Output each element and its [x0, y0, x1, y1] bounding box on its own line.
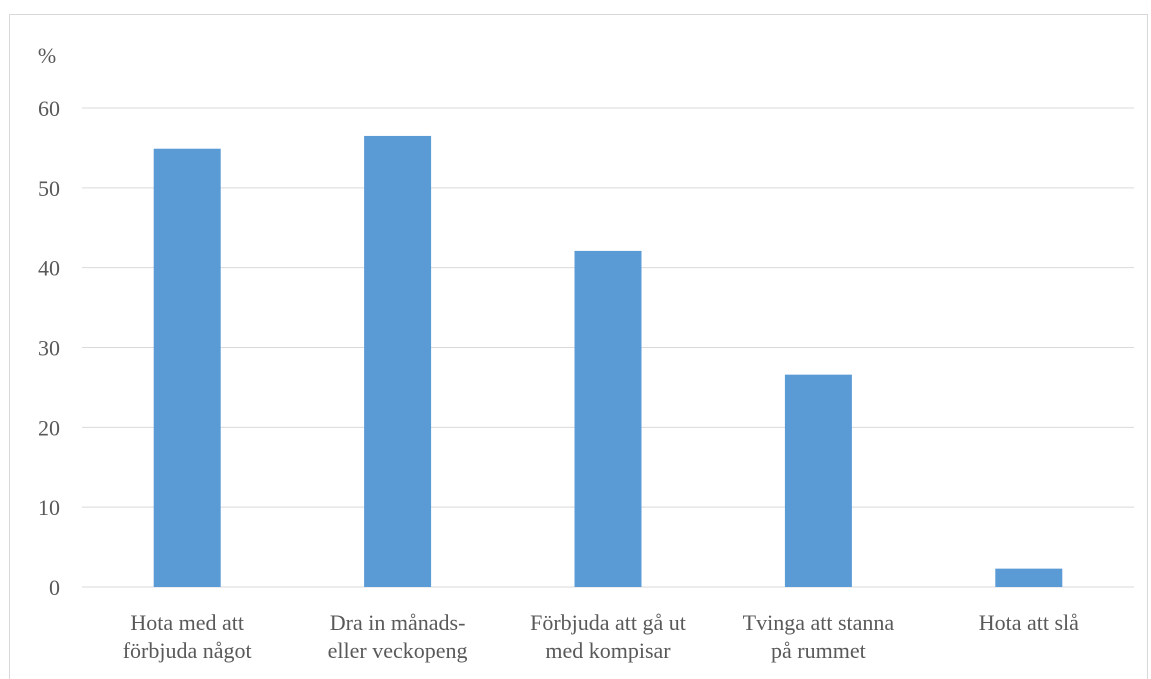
x-category-label: Tvinga att stanna på rummet [743, 610, 895, 663]
x-category-label: Hota att slå [979, 610, 1079, 635]
x-category-label-line: Hota med att [130, 610, 244, 635]
y-tick-label: 0 [49, 575, 60, 600]
x-category-label-line: förbjuda något [123, 638, 252, 663]
x-category-label-line: på rummet [771, 638, 866, 663]
x-category-label-line: Hota att slå [979, 610, 1079, 635]
y-axis-ticks: 0 10 20 30 40 50 60 [38, 96, 60, 600]
chart-frame [9, 14, 1148, 679]
x-category-label-line: Förbjuda att gå ut [530, 610, 686, 635]
x-category-label-line: Tvinga att stanna [743, 610, 895, 635]
x-category-label-line: med kompisar [545, 638, 671, 663]
x-axis-labels: Hota med att förbjuda något Dra in månads-… [123, 610, 1079, 663]
bar [784, 374, 852, 587]
x-category-label-line: eller veckopeng [328, 638, 468, 663]
x-category-label: Förbjuda att gå ut med kompisar [530, 610, 686, 663]
x-category-label: Hota med att förbjuda något [123, 610, 252, 663]
x-category-label: Dra in månads-eller veckopeng [328, 610, 468, 663]
x-category-label-line: Dra in månads- [330, 610, 466, 635]
bars [153, 135, 1063, 588]
y-tick-label: 50 [38, 176, 60, 201]
bar [364, 135, 432, 588]
y-tick-label: 40 [38, 256, 60, 281]
y-tick-label: 60 [38, 96, 60, 121]
y-tick-label: 20 [38, 415, 60, 440]
y-tick-label: 10 [38, 495, 60, 520]
bar [574, 250, 642, 587]
bar [995, 568, 1063, 587]
y-axis-unit-label: % [38, 43, 56, 68]
bar [153, 148, 221, 587]
y-tick-label: 30 [38, 336, 60, 361]
